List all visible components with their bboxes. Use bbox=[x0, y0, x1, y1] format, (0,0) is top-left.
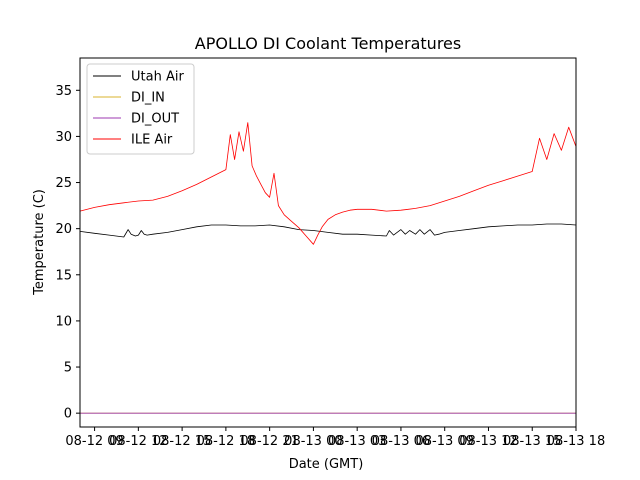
x-tick-label: 08-13 03 bbox=[328, 434, 386, 449]
legend-label: DI_IN bbox=[131, 91, 165, 106]
legend-item: DI_IN bbox=[93, 91, 165, 106]
legend-label: ILE Air bbox=[131, 133, 173, 148]
x-tick-label: 08-13 09 bbox=[415, 434, 473, 449]
y-tick-label: 35 bbox=[55, 84, 72, 99]
legend-label: Utah Air bbox=[131, 70, 184, 85]
x-tick-label: 08-12 15 bbox=[153, 434, 211, 449]
x-tick-label: 08-12 21 bbox=[240, 434, 298, 449]
series-line-ile-air bbox=[79, 122, 577, 245]
x-tick-label: 08-13 00 bbox=[284, 434, 342, 449]
x-tick-label: 08-12 18 bbox=[197, 434, 255, 449]
legend: Utah Air DI_IN DI_OUT ILE Air bbox=[86, 63, 195, 155]
x-tick-label: 08-13 12 bbox=[459, 434, 517, 449]
y-tick-label: 5 bbox=[64, 361, 72, 376]
y-tick-label: 15 bbox=[55, 268, 72, 283]
legend-item: Utah Air bbox=[93, 70, 184, 85]
plot-frame-border bbox=[79, 57, 577, 428]
y-tick-label: 10 bbox=[55, 314, 72, 329]
y-axis-ticks: 0 5 10 15 20 25 30 35 bbox=[55, 84, 80, 422]
series-line-utah-air bbox=[79, 223, 577, 238]
y-tick-label: 20 bbox=[55, 222, 72, 237]
y-tick-label: 25 bbox=[55, 176, 72, 191]
x-axis-label: Date (GMT) bbox=[289, 457, 364, 472]
legend-box bbox=[86, 63, 195, 155]
legend-item: DI_OUT bbox=[93, 112, 179, 127]
y-tick-label: 30 bbox=[55, 130, 72, 145]
x-tick-label: 08-13 06 bbox=[372, 434, 430, 449]
legend-label: DI_OUT bbox=[131, 112, 179, 127]
x-tick-label: 08-13 18 bbox=[547, 434, 605, 449]
series-layer bbox=[79, 122, 577, 414]
x-tick-label: 08-12 09 bbox=[65, 434, 123, 449]
x-tick-label: 08-12 12 bbox=[109, 434, 167, 449]
x-tick-label: 08-13 15 bbox=[503, 434, 561, 449]
chart-title: APOLLO DI Coolant Temperatures bbox=[195, 34, 461, 53]
y-axis-label: Temperature (C) bbox=[32, 189, 47, 296]
legend-item: ILE Air bbox=[93, 133, 173, 148]
y-tick-label: 0 bbox=[64, 407, 72, 422]
